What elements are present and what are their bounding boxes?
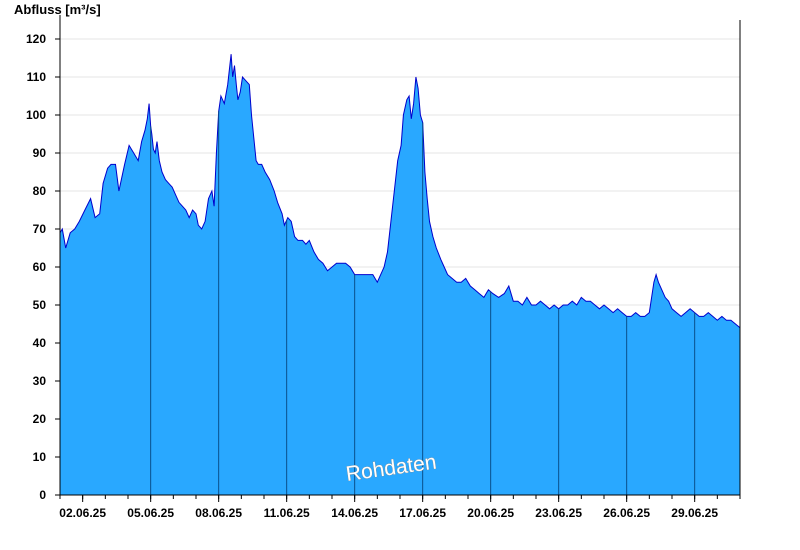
y-tick-label: 90 (33, 146, 47, 160)
y-tick-label: 40 (33, 336, 47, 350)
x-tick-label: 11.06.25 (264, 506, 310, 520)
x-tick-label: 08.06.25 (195, 506, 242, 520)
area-fill (60, 54, 740, 495)
y-tick-label: 30 (33, 374, 47, 388)
y-tick-label: 110 (27, 70, 47, 84)
y-tick-label: 10 (33, 450, 47, 464)
y-tick-label: 20 (33, 412, 47, 426)
y-axis-label: Abfluss [m³/s] (14, 2, 101, 17)
x-tick-label: 20.06.25 (467, 506, 514, 520)
y-tick-label: 80 (33, 184, 47, 198)
y-tick-label: 70 (33, 222, 47, 236)
y-tick-label: 50 (33, 298, 47, 312)
x-tick-label: 17.06.25 (399, 506, 446, 520)
x-tick-label: 14.06.25 (331, 506, 378, 520)
day-markers (150, 111, 696, 495)
y-tick-label: 0 (39, 488, 46, 502)
y-tick-label: 60 (33, 260, 47, 274)
x-ticks: 02.06.25 05.06.25 08.06.25 11.06.25 14.06.25… (59, 495, 741, 520)
x-tick-label: 29.06.25 (671, 506, 718, 520)
discharge-area (59, 54, 741, 495)
y-tick-label: 100 (26, 108, 46, 122)
x-tick-label: 02.06.25 (59, 506, 106, 520)
x-tick-label: 26.06.25 (603, 506, 650, 520)
x-tick-label: 05.06.25 (127, 506, 174, 520)
x-tick-label: 23.06.25 (535, 506, 582, 520)
series-line (59, 54, 741, 329)
y-tick-label: 120 (26, 32, 46, 46)
y-ticks: 0 10 20 30 40 50 60 70 80 90 100 110 120 (26, 32, 60, 502)
